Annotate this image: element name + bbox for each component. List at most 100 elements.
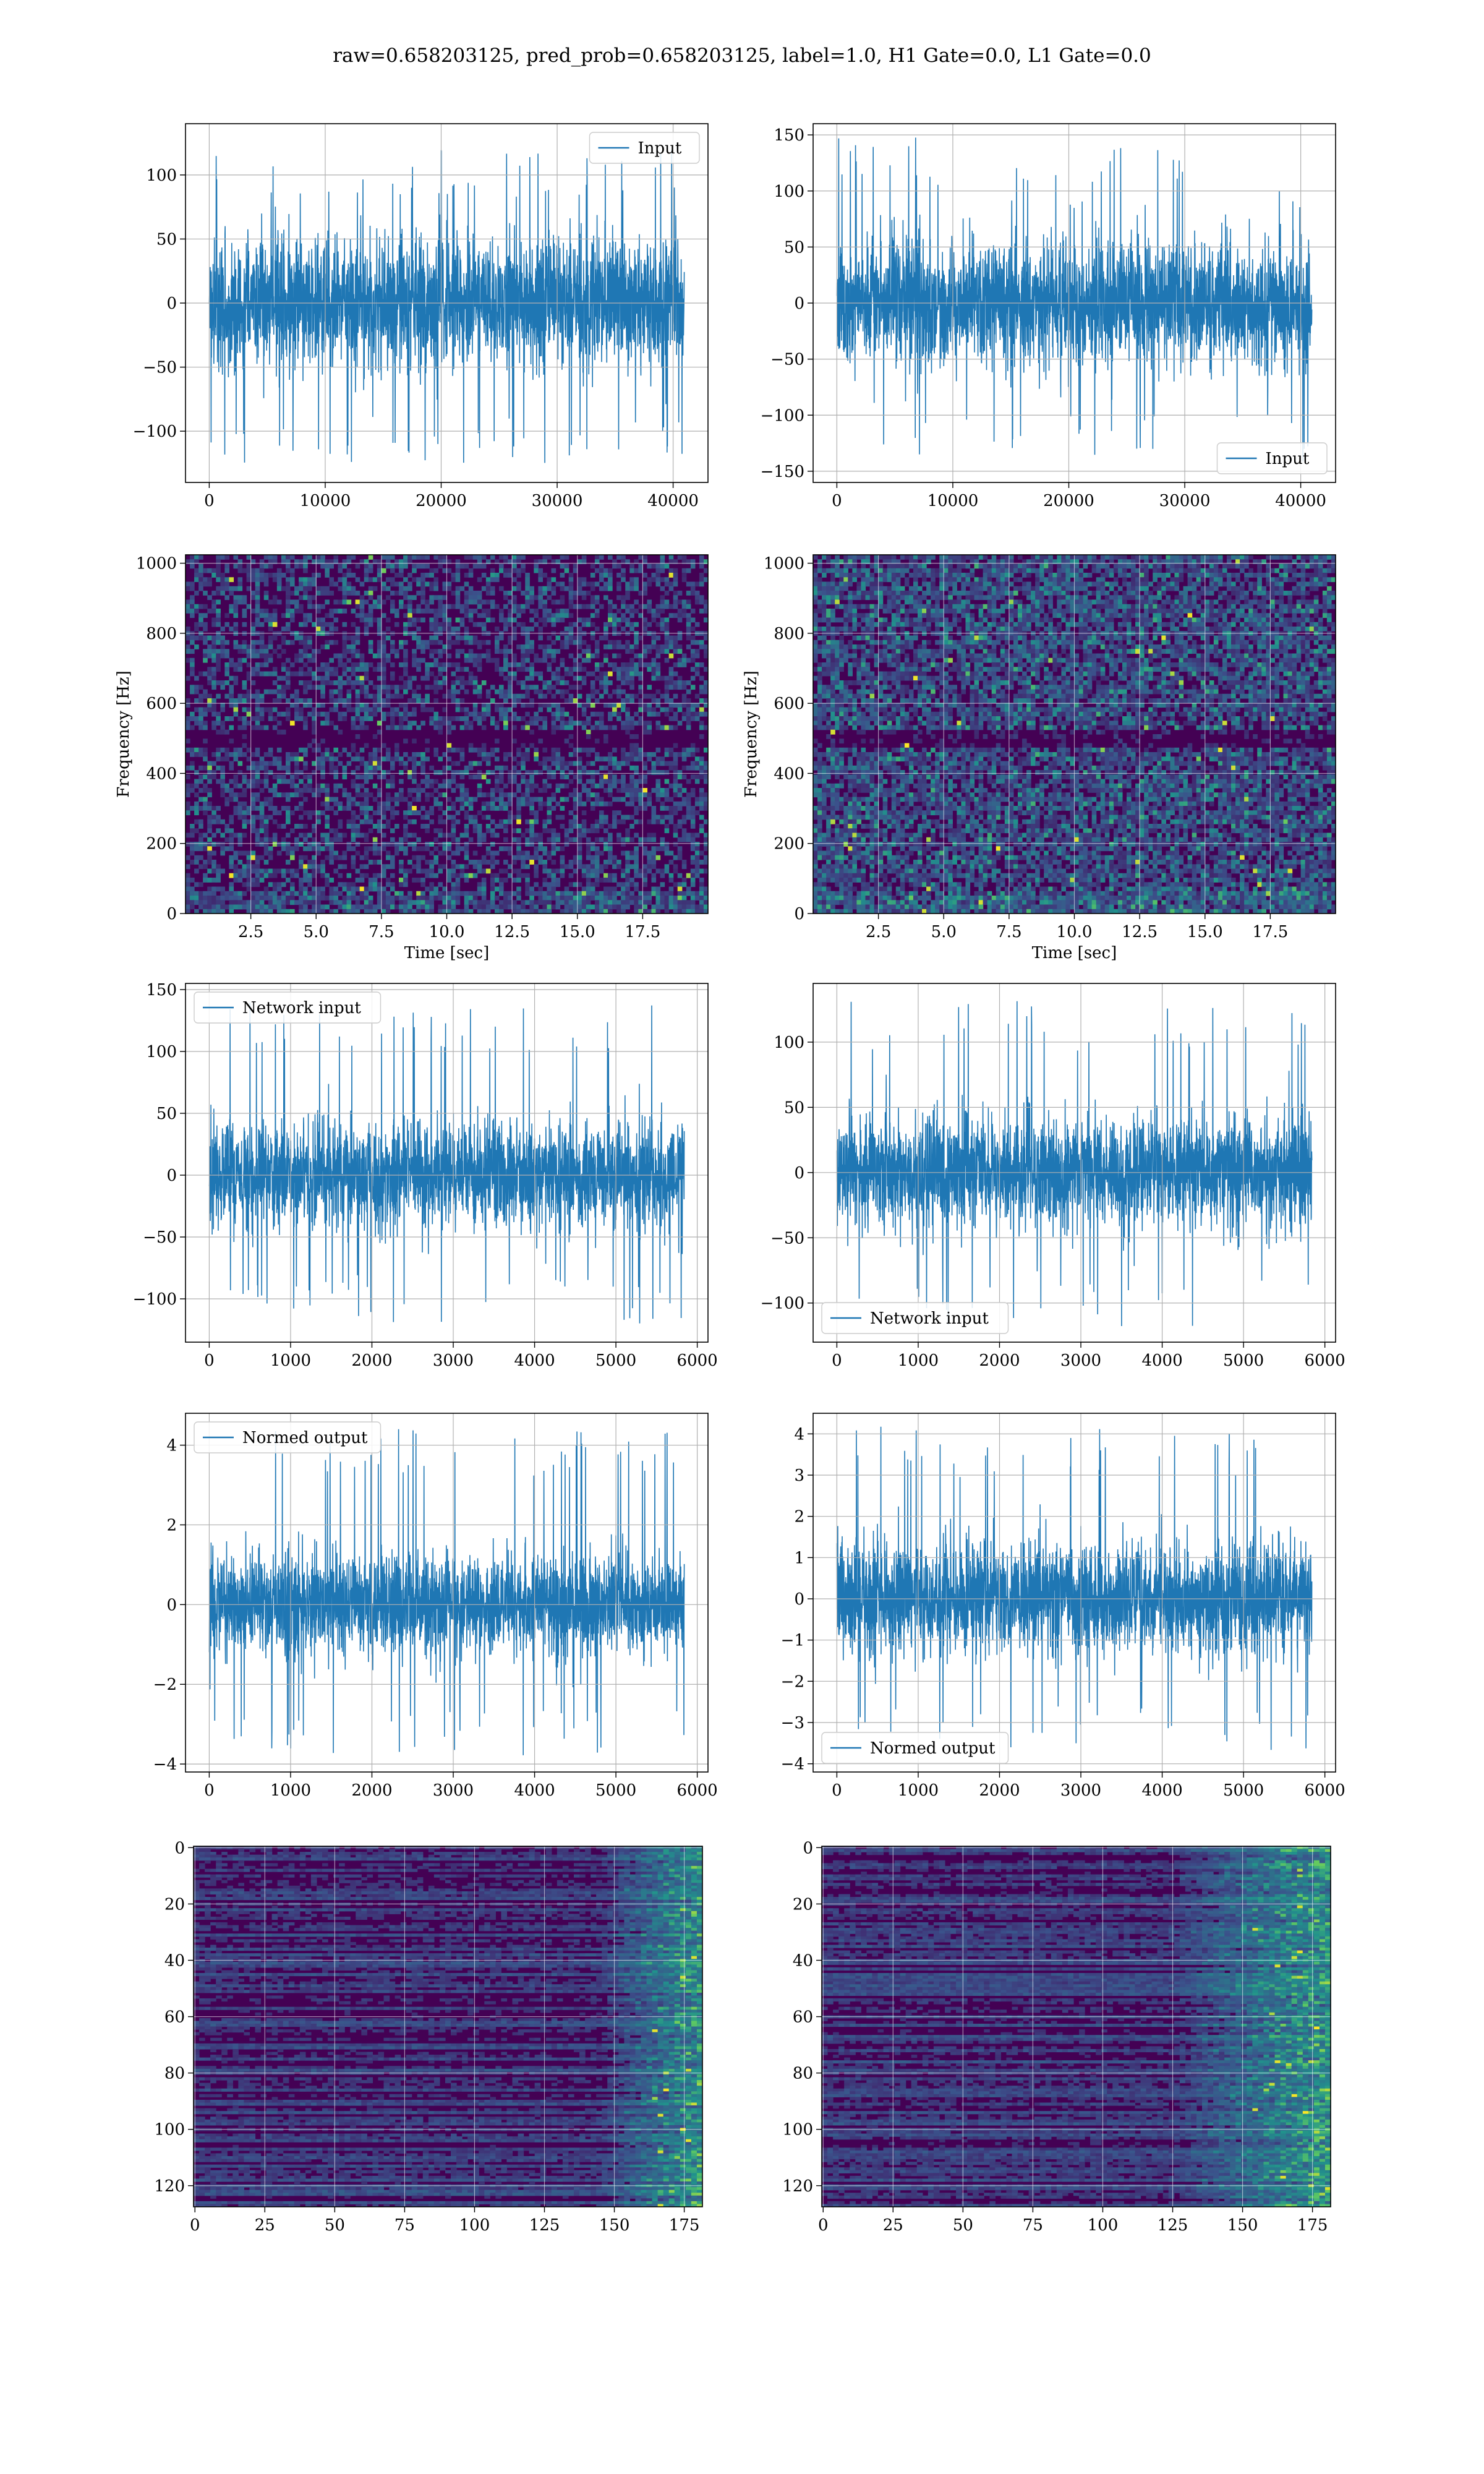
heatmap-cell <box>499 649 504 654</box>
heatmap-cell <box>673 752 678 757</box>
heatmap-cell <box>229 689 234 695</box>
heatmap-cell <box>377 801 382 807</box>
heatmap-cell <box>690 703 696 708</box>
heatmap-cell <box>651 909 657 914</box>
heatmap-cell <box>216 806 221 811</box>
heatmap-cell <box>560 555 565 560</box>
heatmap-cell <box>312 909 317 914</box>
heatmap-cell <box>455 662 461 667</box>
heatmap-cell <box>429 810 434 816</box>
heatmap-cell <box>346 657 352 663</box>
heatmap-cell <box>464 599 469 605</box>
heatmap-cell <box>364 855 369 860</box>
heatmap-cell <box>263 653 269 659</box>
heatmap-cell <box>642 693 648 699</box>
heatmap-cell <box>668 698 674 703</box>
heatmap-cell <box>673 644 678 649</box>
heatmap-cell <box>276 586 282 591</box>
heatmap-cell <box>455 810 461 816</box>
heatmap-cell <box>255 577 260 583</box>
heatmap-cell <box>316 900 321 905</box>
heatmap-cell <box>660 806 665 811</box>
heatmap-cell <box>420 904 425 910</box>
heatmap-cell <box>233 904 239 910</box>
heatmap-cell <box>603 671 608 677</box>
heatmap-cell <box>290 873 295 878</box>
heatmap-cell <box>285 868 291 874</box>
heatmap-cell <box>351 707 356 713</box>
heatmap-cell <box>290 774 295 780</box>
heatmap-cell <box>285 577 291 583</box>
heatmap-cell <box>307 774 312 780</box>
heatmap-cell <box>229 904 234 910</box>
heatmap-cell <box>285 586 291 591</box>
heatmap-cell <box>603 675 608 681</box>
heatmap-cell <box>451 689 456 695</box>
heatmap-cell <box>459 617 465 623</box>
heatmap-cell <box>312 657 317 663</box>
heatmap-cell <box>364 577 369 583</box>
heatmap-cell <box>216 815 221 820</box>
heatmap-cell <box>455 675 461 681</box>
heatmap-cell <box>638 671 643 677</box>
heatmap-cell <box>342 640 348 645</box>
heatmap-cell <box>429 649 434 654</box>
heatmap-cell <box>216 555 221 560</box>
heatmap-cell <box>355 792 360 798</box>
heatmap-cell <box>394 842 399 847</box>
heatmap-cell <box>407 685 412 690</box>
heatmap-cell <box>555 761 561 766</box>
heatmap-cell <box>455 770 461 775</box>
heatmap-cell <box>220 788 225 793</box>
heatmap-cell <box>190 559 195 565</box>
heatmap-cell <box>560 774 565 780</box>
heatmap-cell <box>272 622 278 627</box>
heatmap-cell <box>472 640 478 645</box>
heatmap-cell <box>346 635 352 641</box>
heatmap-cell <box>433 801 439 807</box>
heatmap-cell <box>420 698 425 703</box>
heatmap-cell <box>451 591 456 596</box>
heatmap-cell <box>285 685 291 690</box>
heatmap-cell <box>412 568 417 573</box>
heatmap-cell <box>299 886 304 892</box>
heatmap-cell <box>503 819 508 824</box>
heatmap-cell <box>307 657 312 663</box>
heatmap-cell <box>203 649 208 654</box>
heatmap-cell <box>233 599 239 605</box>
heatmap-cell <box>655 819 661 824</box>
heatmap-cell <box>468 573 474 578</box>
heatmap-cell <box>581 904 587 910</box>
heatmap-cell <box>481 752 487 757</box>
heatmap-cell <box>590 693 595 699</box>
heatmap-cell <box>438 868 443 874</box>
heatmap-cell <box>364 770 369 775</box>
heatmap-cell <box>455 864 461 870</box>
heatmap-cell <box>551 878 556 883</box>
heatmap-cell <box>420 815 425 820</box>
heatmap-cell <box>425 693 430 699</box>
heatmap-cell <box>673 783 678 789</box>
heatmap-cell <box>464 797 469 802</box>
heatmap-cell <box>608 752 613 757</box>
heatmap-cell <box>612 815 617 820</box>
heatmap-cell <box>586 779 591 784</box>
heatmap-cell <box>312 860 317 865</box>
heatmap-cell <box>655 855 661 860</box>
heatmap-cell <box>325 563 330 569</box>
heatmap-cell <box>621 815 626 820</box>
heatmap-cell <box>586 828 591 834</box>
heatmap-cell <box>355 693 360 699</box>
heatmap-cell <box>303 886 308 892</box>
heatmap-cell <box>412 563 417 569</box>
heatmap-cell <box>551 725 556 730</box>
heatmap-cell <box>490 896 495 901</box>
heatmap-cell <box>299 860 304 865</box>
heatmap-cell <box>316 622 321 627</box>
heatmap-cell <box>220 846 225 852</box>
heatmap-cell <box>216 609 221 614</box>
heatmap-cell <box>634 788 639 793</box>
heatmap-cell <box>485 657 491 663</box>
heatmap-cell <box>442 716 448 721</box>
heatmap-cell <box>294 765 299 771</box>
